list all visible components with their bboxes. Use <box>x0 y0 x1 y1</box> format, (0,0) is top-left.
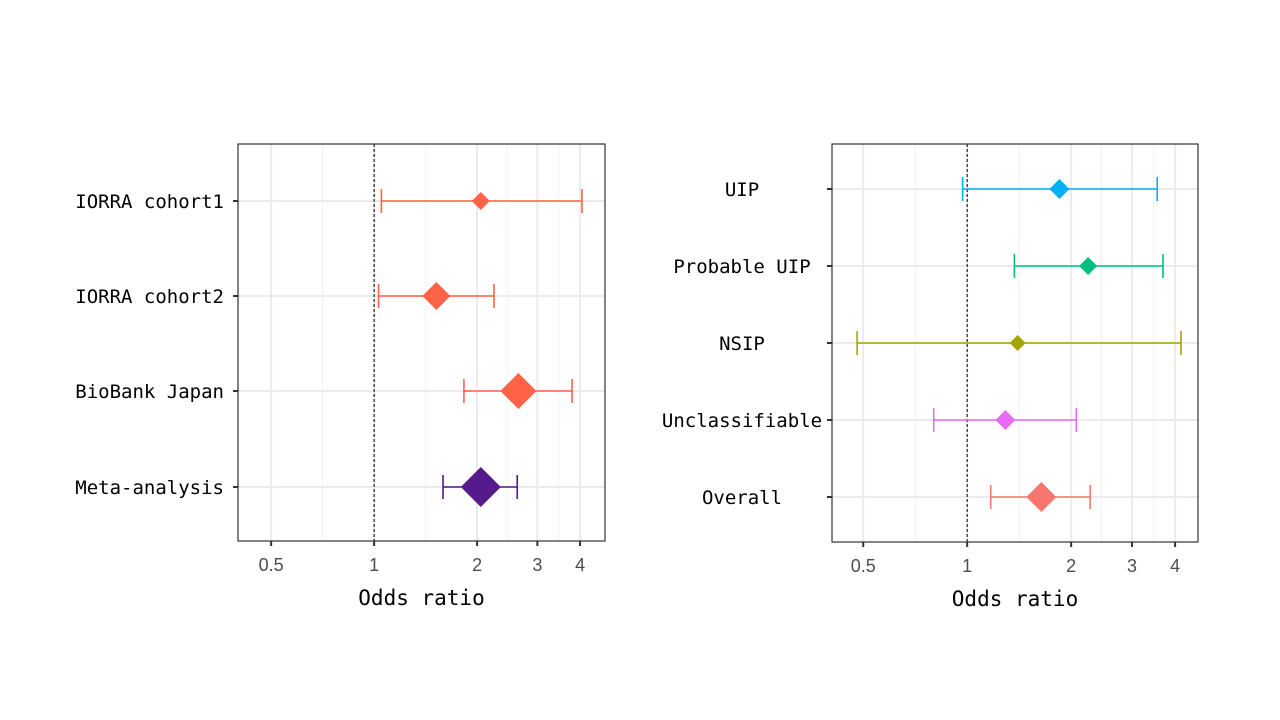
x-axis-title: Odds ratio <box>952 587 1078 611</box>
x-tick-label: 4 <box>1170 556 1180 576</box>
x-tick-label: 2 <box>472 555 482 575</box>
forest-row: Probable UIP <box>673 254 1164 278</box>
forest-row: IORRA cohort2 <box>75 282 495 310</box>
point-estimate-diamond <box>471 192 490 210</box>
row-label: BioBank Japan <box>75 381 224 403</box>
row-label: Meta-analysis <box>75 477 224 499</box>
point-estimate-diamond <box>1079 257 1098 275</box>
panel-border <box>831 143 1199 543</box>
forest-row: Unclassifiable <box>662 408 1078 432</box>
row-label: NSIP <box>719 333 765 355</box>
forest-row: Overall <box>702 482 1091 512</box>
point-estimate-diamond <box>500 373 537 409</box>
x-tick-label: 1 <box>962 556 972 576</box>
row-label: Overall <box>702 487 782 509</box>
panel-border <box>237 143 606 542</box>
x-tick-label: 0.5 <box>259 555 284 575</box>
point-estimate-diamond <box>460 467 501 507</box>
forest-row: UIP <box>725 177 1158 201</box>
forest-panel-2: UIP Probable UIP NSIP Unclassifiable Overall… <box>662 143 1199 611</box>
row-label: IORRA cohort2 <box>75 286 224 308</box>
forest-panel-1: IORRA cohort1 IORRA cohort2 BioBank Japan M… <box>75 143 606 610</box>
row-label: Unclassifiable <box>662 410 822 432</box>
x-tick-label: 3 <box>532 555 542 575</box>
row-label: UIP <box>725 179 759 201</box>
x-axis-title: Odds ratio <box>358 586 484 610</box>
forest-row: BioBank Japan <box>75 373 573 409</box>
point-estimate-diamond <box>1026 482 1057 512</box>
x-tick-label: 0.5 <box>851 556 876 576</box>
forest-row: Meta-analysis <box>75 467 519 507</box>
row-label: IORRA cohort1 <box>75 191 224 213</box>
x-tick-label: 3 <box>1127 556 1137 576</box>
forest-row: IORRA cohort1 <box>75 189 583 213</box>
forest-row: NSIP <box>719 331 1182 355</box>
point-estimate-diamond <box>1009 335 1026 351</box>
row-label: Probable UIP <box>673 256 810 278</box>
x-tick-label: 4 <box>575 555 585 575</box>
point-estimate-diamond <box>422 282 451 310</box>
point-estimate-diamond <box>1049 179 1070 199</box>
x-tick-label: 2 <box>1066 556 1076 576</box>
point-estimate-diamond <box>995 410 1016 430</box>
x-tick-label: 1 <box>369 555 379 575</box>
